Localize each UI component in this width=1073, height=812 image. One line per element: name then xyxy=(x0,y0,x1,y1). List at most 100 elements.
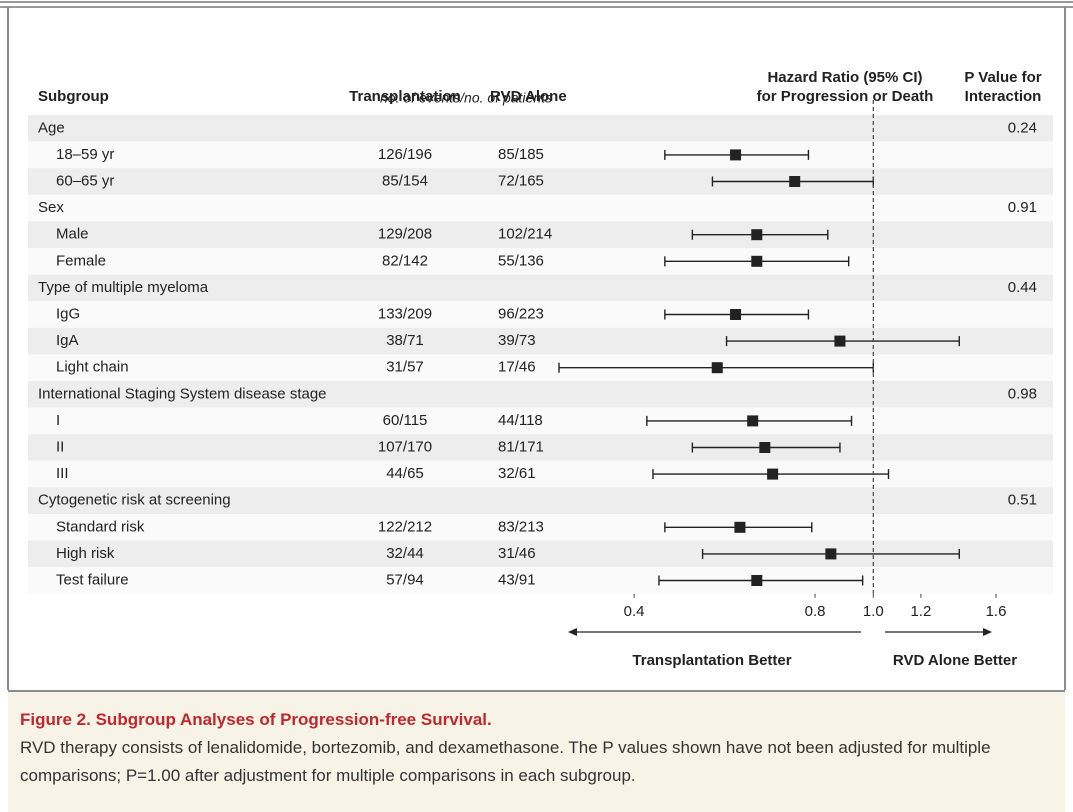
row-band xyxy=(28,514,1053,541)
row-band xyxy=(28,407,1053,435)
row-band xyxy=(28,434,1053,461)
header: RVD Alone xyxy=(490,88,567,105)
counts-note: no. of events/no. of patients xyxy=(380,90,552,106)
subgroup-label: Light chain xyxy=(56,359,129,376)
rvd-count: 39/73 xyxy=(498,332,536,349)
transplantation-count: 107/170 xyxy=(378,438,432,455)
group-label: Age xyxy=(38,119,65,136)
header: for Progression or Death xyxy=(757,88,934,105)
rvd-count: 96/223 xyxy=(498,305,544,322)
rvd-count: 83/213 xyxy=(498,518,544,535)
transplantation-count: 122/212 xyxy=(378,518,432,535)
subgroup-label: Female xyxy=(56,252,106,269)
subgroup-label: 60–65 yr xyxy=(56,172,114,189)
subgroup-label: Male xyxy=(56,226,89,243)
caption: Figure 2. Subgroup Analyses of Progressi… xyxy=(8,690,1065,812)
point-estimate xyxy=(751,575,763,586)
transplantation-count: 82/142 xyxy=(382,252,428,269)
transplantation-count: 44/65 xyxy=(386,465,424,482)
row-band xyxy=(28,567,1053,594)
rvd-count: 32/61 xyxy=(498,465,536,482)
header: Subgroup xyxy=(38,88,109,105)
transplantation-count: 60/115 xyxy=(383,412,428,429)
arrow-head xyxy=(983,628,992,636)
group-label: Type of multiple myeloma xyxy=(38,279,209,296)
row-band xyxy=(28,194,1053,222)
group-label: Sex xyxy=(38,199,64,216)
caption-title: Figure 2. Subgroup Analyses of Progressi… xyxy=(20,706,1053,734)
group-label: Cytogenetic risk at screening xyxy=(38,492,231,509)
point-estimate xyxy=(711,362,723,374)
row-band xyxy=(28,487,1053,514)
transplantation-count: 126/196 xyxy=(378,146,432,163)
row-band xyxy=(28,274,1053,302)
row-band xyxy=(28,141,1053,169)
caption-heading: Subgroup Analyses of Progression-free Su… xyxy=(95,710,492,729)
row-band xyxy=(28,115,1053,142)
transplantation-count: 32/44 xyxy=(386,545,424,562)
p-value: 0.44 xyxy=(1008,279,1037,296)
p-value: 0.98 xyxy=(1008,385,1037,402)
subgroup-label: 18–59 yr xyxy=(56,146,114,163)
transplantation-count: 57/94 xyxy=(386,571,424,588)
header: P Value for xyxy=(964,69,1041,86)
x-tick-label: 1.0 xyxy=(863,603,884,620)
row-band xyxy=(28,354,1053,381)
point-estimate xyxy=(751,229,763,241)
point-estimate xyxy=(789,176,801,187)
rvd-count: 55/136 xyxy=(498,252,544,269)
caption-text: RVD therapy consists of lenalidomide, bo… xyxy=(20,738,991,785)
point-estimate xyxy=(834,335,846,347)
rvd-count: 43/91 xyxy=(498,571,536,588)
subgroup-label: II xyxy=(56,438,64,455)
transplantation-count: 129/208 xyxy=(378,226,432,243)
rvd-count: 102/214 xyxy=(498,226,552,243)
rvd-count: 44/118 xyxy=(498,412,543,429)
subgroup-label: III xyxy=(56,465,69,482)
p-value: 0.24 xyxy=(1008,119,1037,136)
x-tick-label: 0.8 xyxy=(805,603,826,620)
transplantation-count: 85/154 xyxy=(382,172,428,189)
chart: Subgroup Transplantation RVD Alone Hazar… xyxy=(0,1,1073,690)
point-estimate xyxy=(767,468,779,480)
arrow-head xyxy=(568,628,577,636)
row-band xyxy=(28,248,1053,275)
point-estimate xyxy=(751,255,763,267)
subgroup-label: Test failure xyxy=(56,571,129,588)
point-estimate xyxy=(730,309,742,320)
subgroup-label: I xyxy=(56,412,60,429)
header: Hazard Ratio (95% CI) xyxy=(767,69,922,86)
arrow-label: Transplantation Better xyxy=(632,652,791,669)
subgroup-label: High risk xyxy=(56,545,115,562)
rvd-count: 17/46 xyxy=(498,359,536,376)
rvd-count: 85/185 xyxy=(498,146,544,163)
p-value: 0.51 xyxy=(1008,492,1037,509)
row-band xyxy=(28,381,1053,408)
row-bands xyxy=(28,115,1053,594)
subgroup-label: IgA xyxy=(56,332,79,349)
header: Interaction xyxy=(965,88,1042,105)
arrow-label: RVD Alone Better xyxy=(893,652,1017,669)
caption-label: Figure 2. xyxy=(20,710,91,729)
header: Transplantation xyxy=(349,88,461,105)
p-value: 0.91 xyxy=(1008,199,1037,216)
transplantation-count: 31/57 xyxy=(386,359,424,376)
row-band xyxy=(28,221,1053,248)
point-estimate xyxy=(759,442,771,453)
point-estimate xyxy=(734,521,746,533)
rvd-count: 81/171 xyxy=(498,438,544,455)
row-band xyxy=(28,168,1053,195)
point-estimate xyxy=(747,415,759,427)
rvd-count: 72/165 xyxy=(498,172,544,189)
row-band xyxy=(28,460,1053,488)
subgroup-label: Standard risk xyxy=(56,518,145,535)
x-tick-label: 1.6 xyxy=(986,603,1007,620)
subgroup-label: IgG xyxy=(56,305,80,322)
transplantation-count: 38/71 xyxy=(386,332,424,349)
x-tick-label: 1.2 xyxy=(910,603,931,620)
row-band xyxy=(28,301,1053,328)
x-tick-label: 0.4 xyxy=(624,603,645,620)
transplantation-count: 133/209 xyxy=(378,305,432,322)
rvd-count: 31/46 xyxy=(498,545,536,562)
